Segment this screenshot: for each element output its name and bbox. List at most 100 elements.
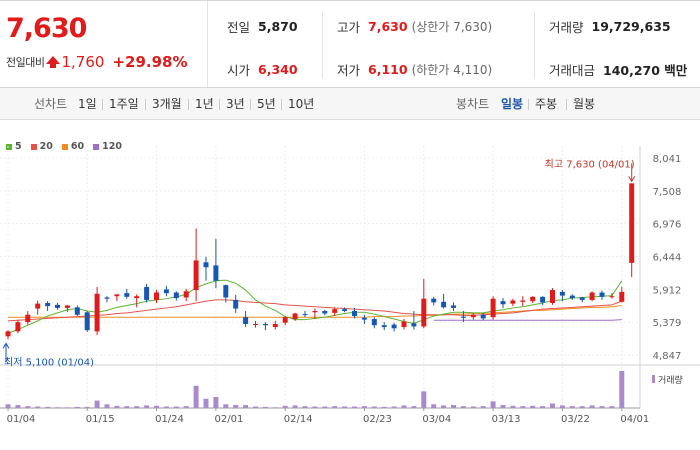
candle-body: [391, 324, 397, 329]
volume-bar: [480, 406, 486, 408]
candle-body: [589, 292, 595, 300]
candle-daily-button[interactable]: 일봉: [501, 97, 524, 111]
candle-monthly-button[interactable]: 월봉: [573, 97, 596, 111]
low-cell: 저가 6,110 (하한가 4,110): [337, 60, 492, 79]
x-tick-label: 01/24: [155, 414, 184, 425]
candle-body: [352, 311, 357, 316]
separator: [528, 99, 529, 110]
candle-body: [64, 305, 70, 308]
price-chart[interactable]: 8,041 7,508 6,976 6,444 5,912 5,379 4,847 01/04…: [0, 121, 700, 450]
x-tick-label: 02/23: [363, 414, 392, 425]
candle-body: [332, 309, 338, 313]
volume-bar: [35, 406, 41, 408]
volume-bar: [381, 406, 387, 408]
volume-bar: [421, 391, 427, 408]
period-3-year-button[interactable]: 3년: [226, 97, 245, 111]
candle-weekly-button[interactable]: 주봉: [535, 97, 558, 111]
candle-body: [193, 260, 199, 291]
volume-bar: [253, 406, 258, 408]
candle-body: [411, 323, 417, 327]
ma-legend: 5 20 60 120: [6, 141, 131, 152]
volume-bar: [64, 407, 70, 408]
volume-bar: [94, 400, 100, 408]
candle-body: [342, 309, 348, 312]
legend-label: 120: [102, 141, 122, 152]
legend-ma120: 120: [93, 141, 122, 152]
volume-bar: [15, 405, 21, 408]
candle-body: [460, 316, 466, 318]
volume-bar: [134, 406, 140, 408]
legend-swatch: [61, 143, 68, 150]
candle-body: [421, 298, 427, 327]
candle-body: [134, 296, 140, 299]
volume-bar: [352, 406, 357, 408]
period-3-month-button[interactable]: 3개월: [152, 97, 182, 111]
lower-limit: (하한가 4,110): [411, 63, 493, 77]
high-label: 고가: [337, 20, 361, 35]
volume-bar: [342, 406, 348, 408]
volume-bar: [243, 405, 249, 408]
volume-bar: [411, 406, 417, 408]
legend-ma20: 20: [30, 141, 53, 152]
volume-bar: [282, 405, 288, 408]
x-tick-label: 04/01: [620, 414, 649, 425]
volume-cell: 거래량 19,729,635: [549, 17, 671, 36]
volume-bar: [510, 405, 516, 408]
period-1-year-button[interactable]: 1년: [195, 97, 214, 111]
volume-bar: [500, 405, 506, 408]
candle-body: [262, 323, 268, 326]
candle-body: [233, 299, 239, 309]
candle-body: [559, 291, 565, 296]
volume-bar: [451, 405, 456, 408]
legend-label: 20: [39, 141, 53, 152]
candle-body: [451, 305, 456, 308]
candle-body: [302, 314, 308, 316]
amount-label: 거래대금: [549, 63, 596, 78]
legend-ma60: 60: [61, 141, 84, 152]
volume-bar: [460, 406, 466, 408]
volume-bar: [431, 404, 437, 408]
volume-bar: [104, 404, 110, 408]
candle-body: [74, 307, 80, 315]
volume-bar: [520, 406, 526, 408]
volume-bar: [312, 406, 318, 408]
volume-bar: [262, 406, 268, 408]
separator: [188, 99, 189, 110]
divider: [322, 11, 323, 78]
period-1-day-button[interactable]: 1일: [78, 97, 97, 111]
change-row: 전일대비 1,760 +29.98%: [6, 53, 187, 71]
open-cell: 시가 6,340: [227, 60, 298, 79]
candle-body: [35, 303, 41, 309]
prev-close-value: 5,870: [258, 19, 298, 34]
candle-body: [629, 183, 635, 263]
candle-body: [124, 293, 130, 297]
candle-body: [282, 317, 288, 323]
candle-body: [599, 292, 605, 297]
volume-bar: [203, 398, 209, 408]
volume-bar: [144, 405, 150, 408]
volume-bar: [589, 405, 595, 408]
candle-body: [401, 321, 407, 328]
amount-cell: 거래대금 140,270 백만: [549, 60, 687, 79]
period-5-year-button[interactable]: 5년: [257, 97, 276, 111]
volume-bar: [371, 406, 377, 408]
prev-close-label: 전일: [227, 20, 251, 35]
period-10-year-button[interactable]: 10년: [288, 97, 315, 111]
volume-bar: [292, 405, 298, 408]
current-price: 7,630: [6, 13, 87, 44]
high-cell: 고가 7,630 (상한가 7,630): [337, 17, 492, 36]
legend-label: 5: [15, 141, 22, 152]
volume-bar: [45, 406, 51, 408]
volume-bar: [25, 406, 31, 408]
legend-swatch: [93, 143, 100, 150]
candle-body: [381, 325, 387, 328]
candle-chart-label: 봉차트: [456, 97, 490, 111]
volume-bar: [233, 405, 239, 408]
separator: [281, 99, 282, 110]
open-label: 시가: [227, 63, 251, 78]
amount-value: 140,270 백만: [603, 63, 688, 78]
candle-body: [470, 314, 476, 318]
x-tick-label: 03/13: [492, 414, 521, 425]
period-1-week-button[interactable]: 1주일: [109, 97, 139, 111]
candle-body: [569, 295, 575, 299]
